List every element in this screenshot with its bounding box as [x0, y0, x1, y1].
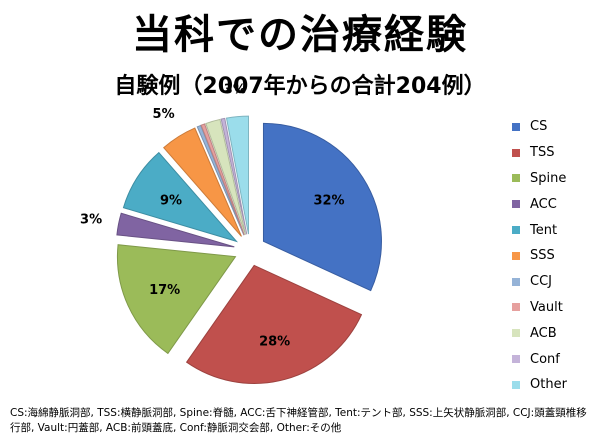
pie-slice-acb	[205, 118, 247, 235]
legend-swatch	[512, 200, 520, 209]
legend-swatch	[512, 251, 520, 260]
legend-label: Vault	[530, 299, 563, 315]
data-label-tss: 28%	[259, 335, 290, 350]
pie-slice-tss	[185, 264, 363, 384]
legend-item-acc: ACC	[512, 191, 598, 217]
legend-item-vault: Vault	[512, 295, 598, 321]
pie-slice-acc	[116, 212, 235, 248]
legend-label: SSS	[530, 248, 555, 264]
legend-item-cs: CS	[512, 114, 598, 140]
legend-swatch	[512, 148, 520, 157]
page-title: 当科での治療経験	[132, 12, 468, 58]
legend: CS TSS Spine ACC Tent SSS CCJ Vault ACB Conf Other	[512, 114, 598, 398]
legend-swatch	[512, 122, 520, 131]
pie-slice-conf	[220, 117, 248, 235]
legend-item-other: Other	[512, 372, 598, 398]
legend-swatch	[512, 380, 520, 389]
legend-swatch	[512, 174, 520, 183]
pie-slice-cs	[262, 122, 382, 292]
legend-item-spine: Spine	[512, 166, 598, 192]
legend-swatch	[512, 277, 520, 286]
legend-swatch	[512, 355, 520, 364]
legend-label: CCJ	[530, 274, 552, 290]
legend-label: ACC	[530, 196, 557, 212]
chart-title: 自験例（2007年からの合計204例）	[114, 74, 486, 99]
legend-label: ACB	[530, 325, 557, 341]
pie-slice-sss	[163, 127, 242, 237]
data-label-acc: 3%	[80, 213, 102, 228]
legend-label: Spine	[530, 170, 567, 186]
legend-swatch	[512, 226, 520, 235]
data-label-cs: 32%	[313, 193, 344, 208]
legend-label: Other	[530, 377, 567, 393]
legend-item-conf: Conf	[512, 346, 598, 372]
footnote: CS:海綿静脈洞部, TSS:横静脈洞部, Spine:脊髄, ACC:舌下神経…	[10, 407, 587, 434]
legend-item-tss: TSS	[512, 140, 598, 166]
legend-label: CS	[530, 119, 548, 135]
legend-label: Conf	[530, 351, 560, 367]
data-label-sss: 5%	[153, 107, 175, 122]
pie-slice-spine	[116, 244, 237, 355]
data-label-spine: 17%	[149, 283, 180, 298]
pie-slice-tent	[122, 151, 239, 243]
legend-label: TSS	[530, 145, 555, 161]
data-label-other: 3%	[224, 83, 246, 98]
data-label-tent: 9%	[160, 193, 182, 208]
legend-swatch	[512, 303, 520, 312]
legend-item-ccj: CCJ	[512, 269, 598, 295]
legend-item-tent: Tent	[512, 217, 598, 243]
pie-slice-ccj	[196, 124, 245, 236]
legend-swatch	[512, 329, 520, 338]
pie-slice-vault	[200, 123, 245, 236]
legend-label: Tent	[530, 222, 558, 238]
legend-item-acb: ACB	[512, 320, 598, 346]
pie-slice-other	[225, 115, 250, 235]
legend-item-sss: SSS	[512, 243, 598, 269]
